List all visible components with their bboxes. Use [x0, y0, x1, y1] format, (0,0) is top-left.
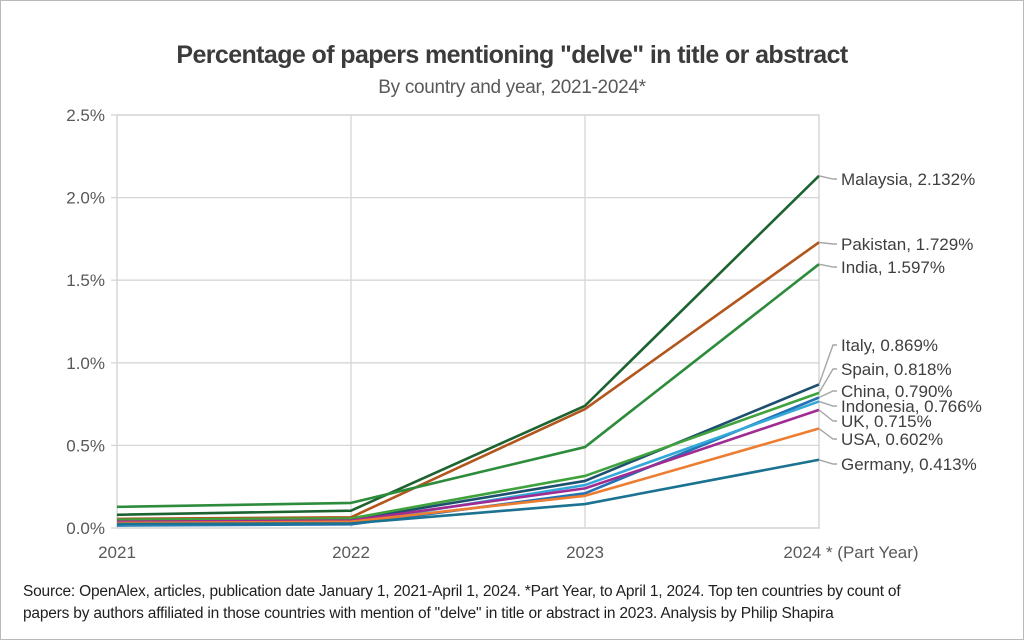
chart-title: Percentage of papers mentioning "delve" … [176, 41, 848, 69]
series-label-china: China, 0.790% [841, 382, 953, 401]
y-axis-label: 0.0% [66, 519, 105, 538]
source-note-line1: Source: OpenAlex, articles, publication … [23, 583, 901, 600]
series-label-pakistan: Pakistan, 1.729% [841, 235, 973, 254]
leader-line-pakistan [818, 241, 837, 245]
line-india [116, 263, 820, 509]
line-italy [116, 383, 820, 523]
series-label-malaysia: Malaysia, 2.132% [841, 170, 975, 189]
series-label-italy: Italy, 0.869% [841, 336, 938, 355]
line-spain [116, 391, 820, 522]
x-axis-label: 2024 * (Part Year) [783, 543, 918, 562]
series-label-uk: UK, 0.715% [841, 412, 932, 431]
leader-line-malaysia [818, 175, 837, 180]
line-germany [116, 458, 820, 526]
leader-line-china [818, 390, 837, 399]
leader-line-italy [818, 344, 837, 385]
source-note-line2: papers by authors affiliated in those co… [23, 605, 834, 622]
y-axis-label: 1.5% [66, 271, 105, 290]
y-axis-label: 2.5% [66, 106, 105, 125]
leader-line-india [818, 263, 837, 268]
leader-line-usa [818, 427, 837, 440]
x-axis-label: 2022 [332, 543, 370, 562]
plot-border [116, 114, 820, 529]
series-label-usa: USA, 0.602% [841, 430, 943, 449]
chart-subtitle: By country and year, 2021-2024* [378, 77, 646, 98]
series-label-spain: Spain, 0.818% [841, 360, 952, 379]
x-axis-label: 2023 [566, 543, 604, 562]
x-axis-label: 2021 [98, 543, 136, 562]
series-label-india: India, 1.597% [841, 258, 945, 277]
line-usa [116, 427, 820, 525]
leader-line-spain [818, 368, 837, 394]
leader-line-uk [818, 409, 837, 422]
y-axis-label: 2.0% [66, 189, 105, 208]
series-label-germany: Germany, 0.413% [841, 455, 977, 474]
line-pakistan [116, 241, 820, 521]
leader-line-indonesia [818, 400, 837, 407]
y-axis-label: 0.5% [66, 436, 105, 455]
y-axis-label: 1.0% [66, 354, 105, 373]
leader-line-germany [818, 459, 837, 465]
line-malaysia [116, 174, 820, 517]
source-note: Source: OpenAlex, articles, publication … [23, 581, 901, 625]
series-label-indonesia: Indonesia, 0.766% [841, 397, 982, 416]
